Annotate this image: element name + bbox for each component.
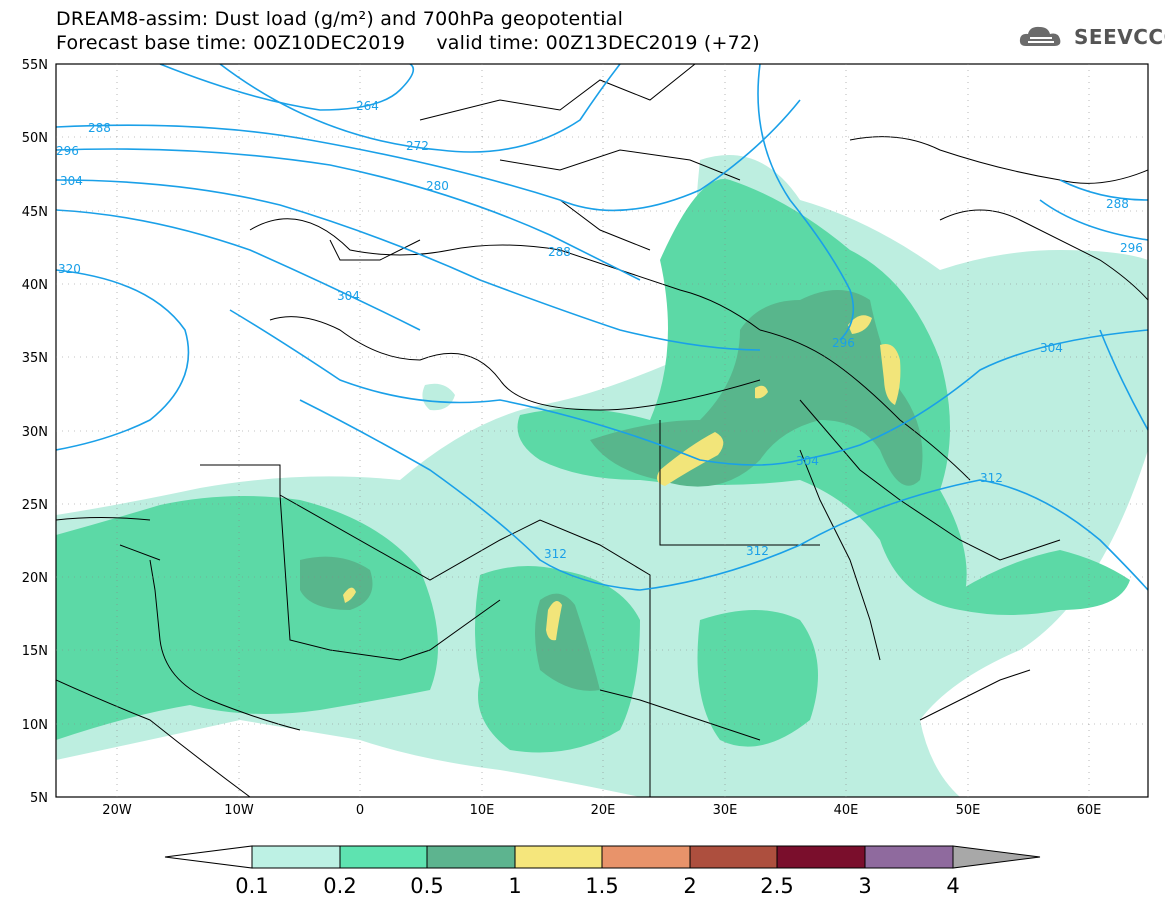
lat-label: 55N: [22, 58, 48, 73]
lat-label: 50N: [22, 131, 48, 146]
legend-arrow-low: [164, 845, 253, 869]
contour-label: 264: [356, 99, 379, 113]
lat-label: 30N: [22, 425, 48, 440]
lon-label: 10E: [470, 803, 495, 818]
legend-swatch: [339, 845, 428, 869]
contour-label: 320: [58, 262, 81, 276]
legend-label: 1: [508, 874, 521, 898]
legend-swatch: [426, 845, 516, 869]
map-frame: [55, 63, 1149, 798]
seevccc-logo: SEEVCCC: [1018, 24, 1165, 50]
latitude-labels: 55N 50N 45N 40N 35N 30N 25N 20N 15N 10N …: [22, 58, 48, 806]
contour-label: 288: [1106, 197, 1129, 211]
lon-label: 0: [356, 803, 364, 818]
lat-label: 25N: [22, 498, 48, 513]
legend-swatch: [776, 845, 866, 869]
dust-area-yellow-5: [848, 315, 872, 334]
legend-label: 4: [946, 874, 959, 898]
contour-label: 304: [60, 174, 83, 188]
lat-label: 5N: [30, 791, 48, 806]
grid-lines: [56, 64, 1148, 797]
lat-label: 35N: [22, 351, 48, 366]
contour-label: 304: [796, 454, 819, 468]
lat-label: 20N: [22, 571, 48, 586]
legend-label: 0.5: [410, 874, 443, 898]
dust-area-yellow-3: [343, 587, 356, 603]
lon-label: 60E: [1077, 803, 1102, 818]
legend-label: 2.5: [760, 874, 793, 898]
lat-label: 45N: [22, 205, 48, 220]
contour-label: 272: [406, 139, 429, 153]
contour-label: 296: [832, 336, 855, 350]
lon-label: 20W: [102, 803, 132, 818]
longitude-labels: 20W 10W 0 10E 20E 30E 40E 50E 60E: [102, 803, 1101, 818]
lon-label: 10W: [224, 803, 254, 818]
cloud-icon: [1019, 26, 1061, 46]
dust-area-yellow-1: [656, 432, 724, 486]
dust-area-yellow-4: [880, 344, 901, 405]
dust-area-yellow-6: [755, 385, 768, 399]
dust-area-medium-south: [697, 610, 818, 747]
lat-label: 10N: [22, 718, 48, 733]
legend-label: 0.1: [235, 874, 268, 898]
legend-arrow-high: [952, 845, 1041, 869]
dust-area-medium-arabia: [960, 550, 1130, 615]
lon-label: 20E: [591, 803, 616, 818]
lat-label: 15N: [22, 644, 48, 659]
dust-area-light-2: [422, 383, 455, 411]
color-legend: 0.1 0.2 0.5 1 1.5 2 2.5 3 4: [164, 845, 1041, 898]
contour-label: 280: [426, 179, 449, 193]
lon-label: 30E: [713, 803, 738, 818]
contour-label: 312: [980, 471, 1003, 485]
contour-label: 312: [746, 544, 769, 558]
legend-label: 0.2: [323, 874, 356, 898]
contour-label: 296: [1120, 241, 1143, 255]
legend-swatch: [689, 845, 778, 869]
legend-swatch: [251, 845, 341, 869]
dust-area-yellow-2: [546, 601, 562, 641]
legend-label: 2: [683, 874, 696, 898]
lat-label: 40N: [22, 278, 48, 293]
dust-area-dark-west: [300, 556, 373, 610]
country-borders: [56, 64, 1148, 797]
geopotential-contours: [56, 64, 1148, 591]
chart-title: DREAM8-assim: Dust load (g/m²) and 700hP…: [56, 8, 624, 30]
contour-labels: 264 272 280 288 288 296 304 320 304 296 …: [56, 99, 1143, 561]
contour-label: 304: [337, 289, 360, 303]
legend-swatch: [601, 845, 691, 869]
contour-label: 288: [88, 121, 111, 135]
legend-label: 3: [858, 874, 871, 898]
contour-label: 304: [1040, 341, 1063, 355]
contour-label: 312: [544, 547, 567, 561]
contour-label: 296: [56, 144, 79, 158]
lon-label: 40E: [834, 803, 859, 818]
forecast-time-line: Forecast base time: 00Z10DEC2019 valid t…: [56, 32, 760, 54]
contour-label: 288: [548, 245, 571, 259]
legend-label: 1.5: [585, 874, 618, 898]
legend-swatch: [514, 845, 603, 869]
lon-label: 50E: [956, 803, 981, 818]
legend-swatch: [864, 845, 954, 869]
